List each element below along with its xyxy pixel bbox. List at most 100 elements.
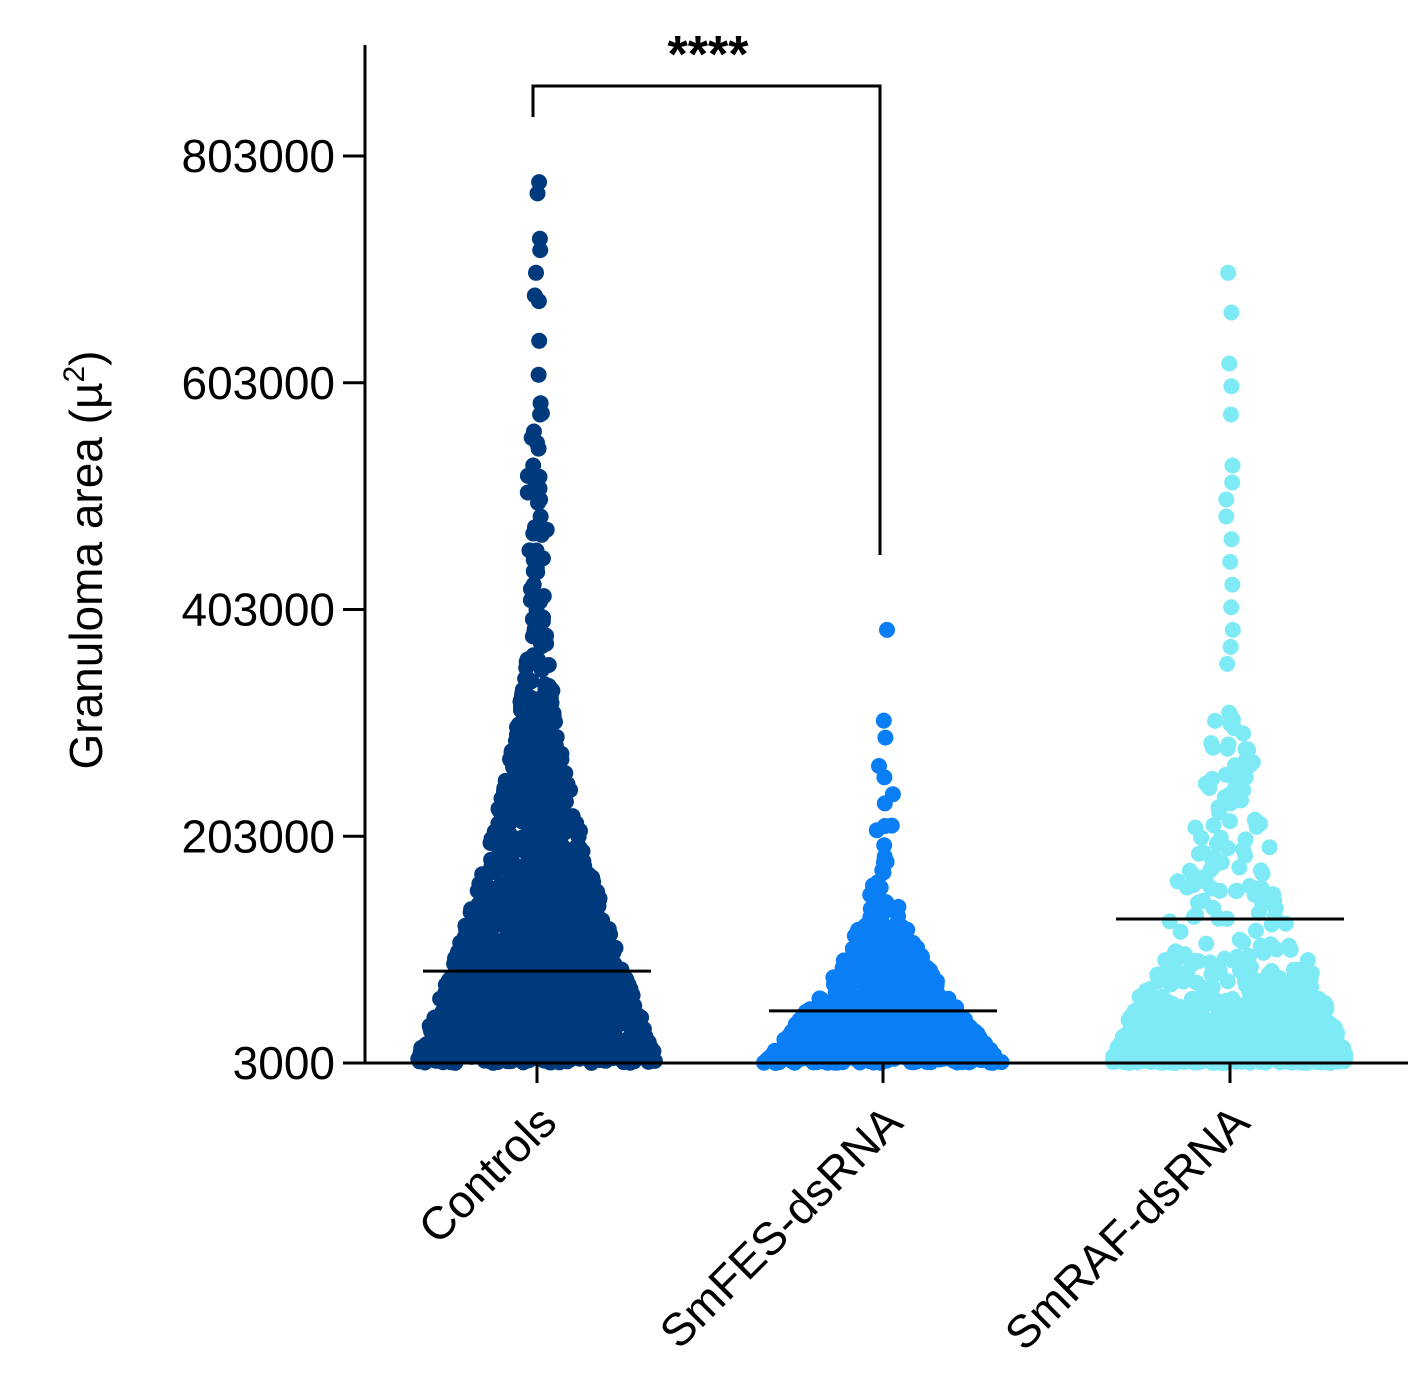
data-point bbox=[469, 978, 486, 995]
data-point bbox=[520, 891, 537, 908]
axes-layer bbox=[343, 45, 1408, 1083]
data-point bbox=[896, 949, 913, 966]
data-point bbox=[1239, 758, 1256, 775]
data-point bbox=[549, 980, 565, 997]
data-point bbox=[538, 837, 555, 854]
data-point-tail bbox=[1224, 474, 1241, 491]
data-point bbox=[449, 1014, 466, 1031]
labels-layer: Granuloma area (µ2) **** 3000 203000 40300… bbox=[58, 26, 1259, 1360]
data-point bbox=[523, 673, 540, 690]
data-point bbox=[491, 907, 508, 923]
data-point-tail bbox=[1224, 457, 1241, 474]
data-point bbox=[461, 991, 478, 1008]
data-point bbox=[1138, 1014, 1155, 1031]
data-point bbox=[877, 894, 894, 911]
data-point bbox=[1225, 766, 1242, 783]
data-point bbox=[838, 1038, 855, 1055]
data-point-tail bbox=[1223, 378, 1240, 395]
data-point bbox=[508, 1001, 525, 1018]
data-point bbox=[516, 736, 533, 753]
data-point bbox=[907, 939, 924, 956]
data-point bbox=[1300, 994, 1317, 1011]
data-point bbox=[1179, 879, 1195, 896]
data-point bbox=[1198, 935, 1215, 952]
data-point bbox=[1212, 829, 1229, 846]
y-tick-label: 403000 bbox=[182, 584, 336, 636]
data-point bbox=[482, 1028, 498, 1045]
data-point bbox=[1220, 736, 1237, 753]
data-point bbox=[508, 764, 525, 781]
data-point bbox=[511, 780, 528, 797]
data-point bbox=[584, 989, 601, 1005]
x-tick-label: Controls bbox=[408, 1095, 566, 1253]
data-point bbox=[526, 856, 543, 873]
data-point bbox=[1285, 961, 1302, 978]
data-point bbox=[582, 1039, 599, 1056]
data-point-tail bbox=[529, 185, 546, 202]
data-point bbox=[939, 992, 956, 1009]
data-point bbox=[1235, 934, 1252, 951]
data-point bbox=[1211, 804, 1228, 821]
data-point bbox=[533, 889, 550, 906]
data-point-tail bbox=[527, 627, 544, 644]
data-point bbox=[781, 1042, 797, 1059]
data-point-tail bbox=[1222, 638, 1239, 655]
data-point-tail bbox=[1222, 406, 1239, 423]
data-point bbox=[537, 676, 553, 693]
data-point bbox=[539, 954, 556, 971]
data-point bbox=[1240, 1038, 1256, 1055]
data-point bbox=[856, 1023, 873, 1040]
data-point bbox=[1235, 841, 1251, 858]
data-point bbox=[937, 1006, 954, 1022]
data-point-tail bbox=[528, 542, 545, 559]
data-point bbox=[511, 879, 528, 896]
data-point-tail bbox=[532, 406, 549, 423]
data-point bbox=[1194, 892, 1211, 909]
data-point bbox=[541, 724, 558, 740]
data-point bbox=[1164, 1010, 1181, 1027]
data-point bbox=[1176, 1027, 1193, 1044]
data-point bbox=[602, 1013, 619, 1029]
data-point bbox=[1211, 995, 1228, 1012]
data-point bbox=[1276, 1037, 1293, 1054]
data-point bbox=[1260, 1048, 1277, 1065]
data-point bbox=[547, 934, 564, 951]
data-point bbox=[1195, 983, 1212, 1000]
data-point bbox=[1250, 904, 1267, 921]
data-point bbox=[952, 1027, 969, 1044]
data-point bbox=[446, 976, 463, 993]
data-point bbox=[1190, 953, 1207, 970]
y-tick-label: 203000 bbox=[182, 810, 336, 862]
data-point-tail bbox=[876, 769, 893, 786]
data-point bbox=[869, 874, 886, 891]
data-point bbox=[482, 864, 499, 881]
y-axis-label: Granuloma area (µ2) bbox=[58, 350, 112, 769]
data-point-tail bbox=[1224, 621, 1241, 638]
data-point bbox=[1299, 952, 1316, 969]
data-point bbox=[580, 912, 596, 929]
data-point bbox=[517, 971, 534, 988]
data-point bbox=[434, 1003, 451, 1020]
data-point bbox=[600, 921, 617, 937]
data-point bbox=[441, 990, 458, 1007]
data-point-tail bbox=[531, 230, 548, 247]
data-point-tail bbox=[529, 434, 545, 451]
data-point-tail bbox=[877, 729, 894, 746]
data-point bbox=[937, 1046, 954, 1063]
data-point bbox=[1206, 966, 1223, 983]
data-point bbox=[1239, 1052, 1256, 1069]
series-SmRAF-dsRNA bbox=[1104, 264, 1354, 1071]
data-point bbox=[607, 980, 624, 997]
data-point bbox=[479, 934, 496, 951]
data-point-tail bbox=[1222, 553, 1239, 570]
data-point-tail bbox=[531, 468, 548, 485]
data-point bbox=[918, 983, 935, 1000]
data-point bbox=[513, 864, 530, 881]
data-point bbox=[528, 1010, 545, 1027]
data-point bbox=[1231, 792, 1248, 809]
data-point bbox=[1282, 941, 1299, 958]
x-tick-label: SmFES-dsRNA bbox=[649, 1095, 912, 1358]
data-point bbox=[1186, 999, 1203, 1016]
data-point bbox=[825, 1041, 842, 1058]
